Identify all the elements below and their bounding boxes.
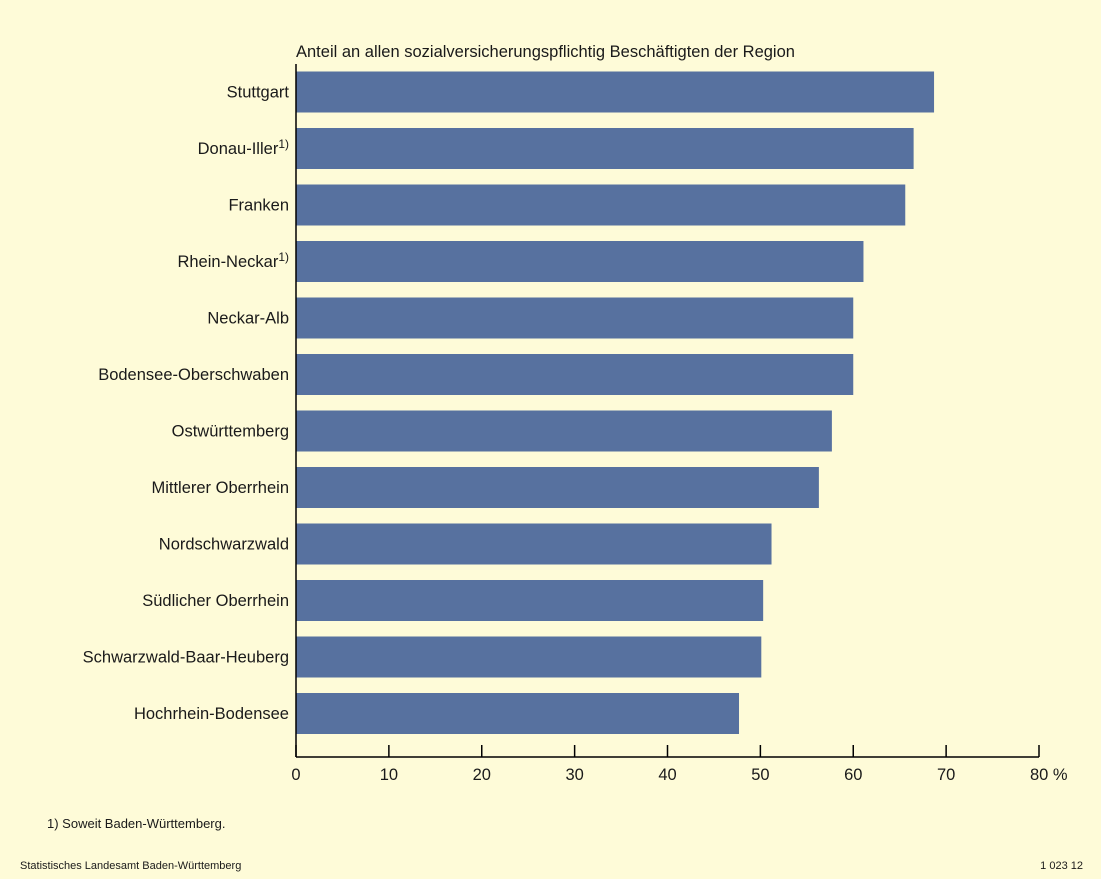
bar	[296, 71, 935, 113]
category-label: Bodensee-Oberschwaben	[98, 366, 289, 384]
source-label: Statistisches Landesamt Baden-Württember…	[20, 860, 242, 872]
bar	[296, 297, 854, 339]
category-label: Donau-Iller1)	[198, 137, 289, 158]
bar	[296, 523, 772, 565]
category-label: Schwarzwald-Baar-Heuberg	[83, 649, 289, 667]
category-label: Mittlerer Oberrhein	[151, 479, 289, 497]
bar	[296, 693, 740, 734]
bar	[296, 636, 762, 678]
bar	[296, 410, 832, 452]
category-label: Rhein-Neckar1)	[177, 250, 289, 271]
category-label: Stuttgart	[227, 84, 290, 102]
bar-chart: Anteil an allen sozialversicherungspflic…	[83, 43, 1068, 784]
chart-title: Anteil an allen sozialversicherungspflic…	[296, 43, 795, 61]
x-tick-label: 70	[937, 766, 955, 784]
bar	[296, 184, 906, 226]
x-tick-label: 30	[565, 766, 583, 784]
x-tick-label: 50	[751, 766, 769, 784]
x-tick-label: 10	[380, 766, 398, 784]
bar	[296, 467, 819, 508]
bar	[296, 354, 854, 395]
category-label: Südlicher Oberrhein	[142, 592, 289, 610]
category-label: Hochrhein-Bodensee	[134, 705, 289, 723]
figure-id: 1 023 12	[1040, 860, 1083, 872]
category-label: Franken	[228, 197, 289, 215]
x-tick-label: 20	[473, 766, 491, 784]
x-tick-label: 60	[844, 766, 862, 784]
bar	[296, 241, 864, 282]
x-tick-label: 40	[658, 766, 676, 784]
x-tick-label: 0	[291, 766, 300, 784]
footnote: 1) Soweit Baden-Württemberg.	[47, 816, 226, 831]
category-label: Ostwürttemberg	[172, 423, 289, 441]
x-tick-label: 80 %	[1030, 766, 1068, 784]
bar	[296, 128, 914, 169]
category-label: Neckar-Alb	[207, 310, 289, 328]
bar	[296, 580, 764, 621]
category-label: Nordschwarzwald	[159, 536, 289, 554]
